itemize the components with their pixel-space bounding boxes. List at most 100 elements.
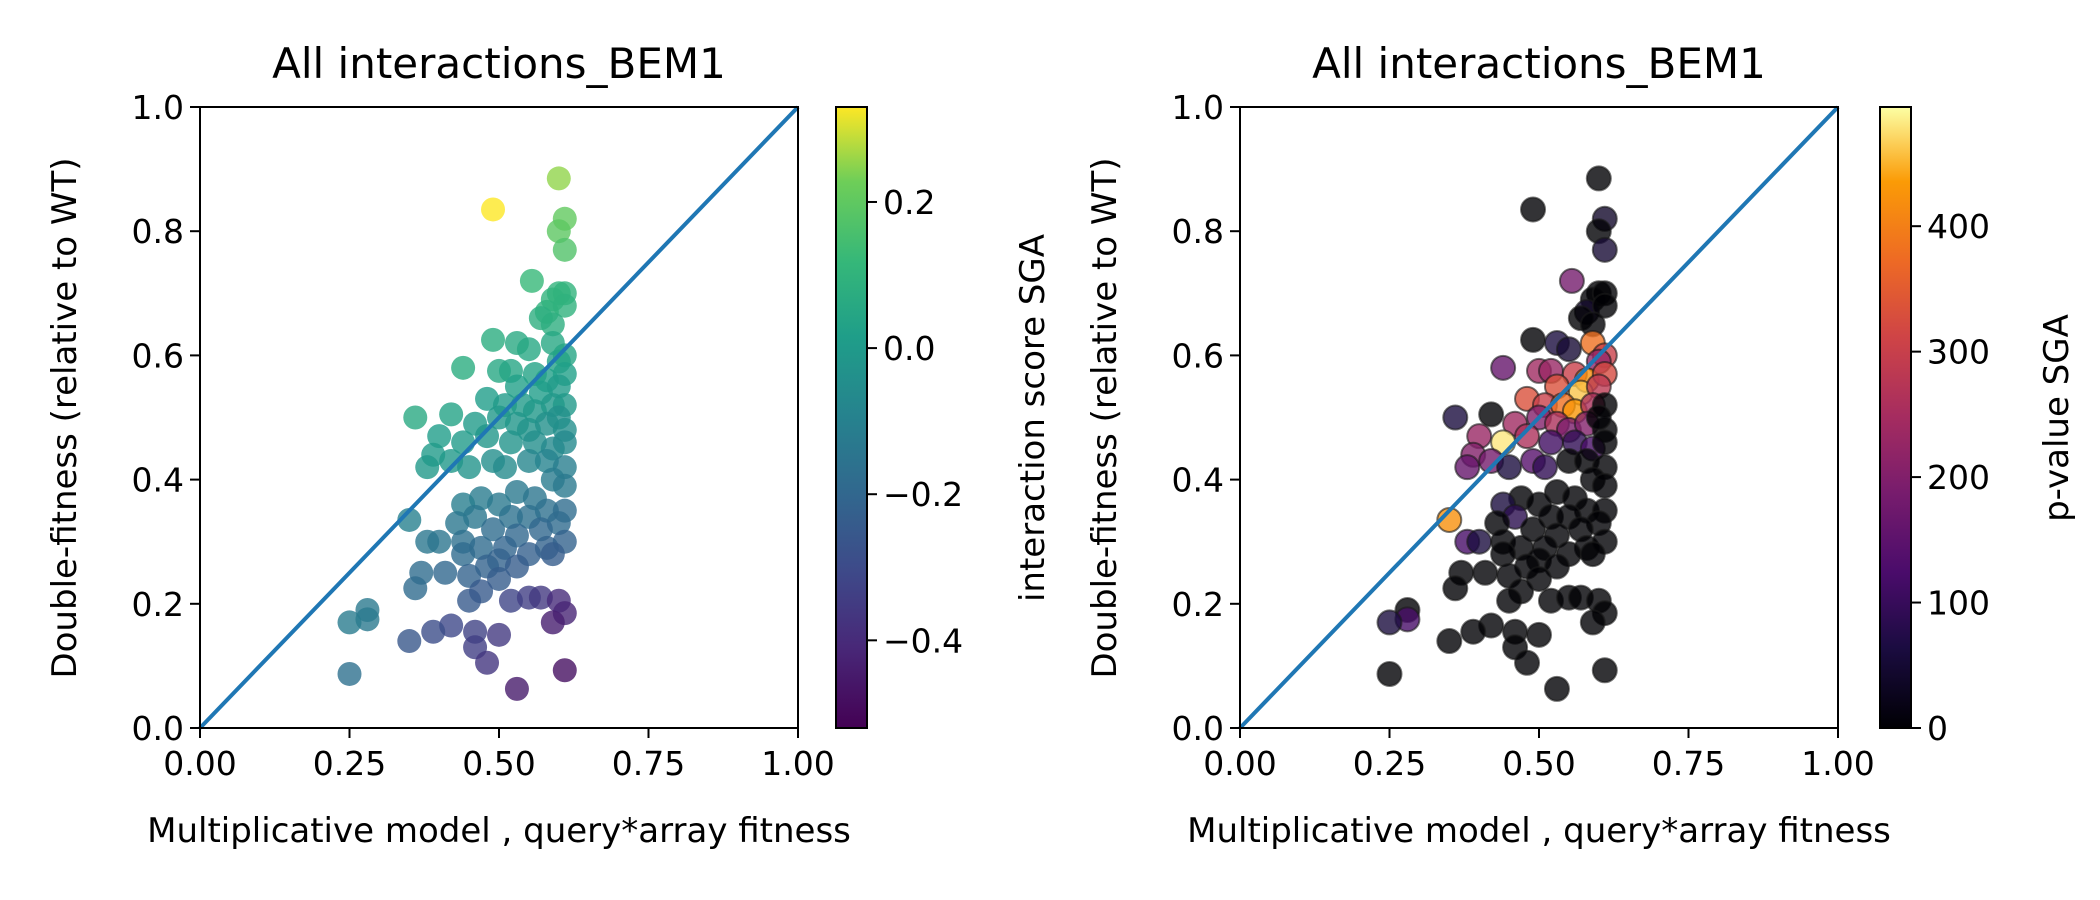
data-point [1591,292,1618,319]
y-tick-label: 1.0 [1172,88,1224,127]
data-point [552,430,577,455]
data-point [451,355,476,380]
left-x-axis-label: Multiplicative model , query*array fitne… [147,811,851,851]
colorbar-tick-label: 400 [1927,207,1990,246]
right-x-ticks: 0.00 0.25 0.50 0.75 1.00 [1203,728,1875,783]
data-point [403,576,428,601]
y-tick-label: 0.0 [1172,709,1224,748]
data-point [337,610,362,635]
data-point [519,268,544,293]
data-point [1558,267,1585,294]
data-point [516,448,541,473]
data-point [546,219,571,244]
y-tick-label: 0.6 [1172,336,1224,375]
data-point [552,293,577,318]
data-point [1454,454,1481,481]
data-point [439,402,464,427]
data-point [492,455,517,480]
data-point [1478,401,1505,428]
left-colorbar-label: interaction score SGA [1013,234,1053,602]
data-point [481,327,506,352]
data-point [1496,454,1523,481]
data-point [516,337,541,362]
left-x-ticks: 0.00 0.25 0.50 0.75 1.00 [163,728,835,783]
y-tick-label: 0.4 [132,461,184,500]
y-tick-label: 0.2 [1172,585,1224,624]
data-point [1591,472,1618,499]
left-colorbar-frame [835,106,868,729]
right-colorbar-gradient [1880,107,1911,728]
data-point [1514,649,1541,676]
data-point [1436,628,1463,655]
left-colorbar-gradient [836,107,867,728]
data-point [1537,429,1564,456]
data-point [540,610,565,635]
data-point [1376,660,1403,687]
x-tick-label: 1.00 [1801,744,1874,783]
data-point [1579,609,1606,636]
left-panel: All interactions_BEM1 0.00 0.25 0.50 0.75 1.… [45,39,1053,851]
right-reference-line [1238,105,1840,730]
right-colorbar: 0 100 200 300 400 p-value SGA [1879,106,2077,748]
y-tick-label: 0.8 [1172,212,1224,251]
colorbar-tick-label: 0.2 [883,183,935,222]
x-tick-label: 0.25 [1353,744,1426,783]
data-point [1579,541,1606,568]
data-point [487,566,511,591]
left-points [337,166,577,701]
right-chart-title: All interactions_BEM1 [1312,39,1766,88]
data-point [498,430,523,455]
data-point [403,405,428,430]
data-point [528,517,553,542]
data-point [1520,516,1547,543]
right-points [1376,165,1618,702]
y-tick-label: 0.0 [132,709,184,748]
data-point [540,312,565,337]
right-colorbar-frame [1879,106,1912,729]
x-tick-label: 0.75 [612,744,685,783]
colorbar-tick-label: 0 [1927,709,1948,748]
data-point [421,619,446,644]
data-point [1591,236,1618,263]
y-tick-label: 0.6 [132,336,184,375]
right-y-axis-label: Double-fitness (relative to WT) [1085,157,1125,678]
data-point [475,424,500,449]
data-point [427,529,452,554]
data-point [498,588,523,613]
data-point [1591,429,1618,456]
data-point [397,629,422,654]
data-point [1442,575,1469,602]
right-x-axis-label: Multiplicative model , query*array fitne… [1187,811,1891,851]
data-point [1520,326,1547,353]
y-tick-label: 0.4 [1172,461,1224,500]
left-reference-line [198,105,800,730]
x-tick-label: 0.50 [1502,744,1575,783]
y-tick-label: 1.0 [132,88,184,127]
data-point [546,374,571,399]
data-point [1543,675,1570,702]
data-point [433,560,458,585]
data-point [1376,609,1403,636]
data-point [1496,587,1523,614]
y-tick-label: 0.8 [132,212,184,251]
x-tick-label: 0.00 [1203,744,1276,783]
data-point [1526,565,1552,592]
data-point [355,607,380,632]
colorbar-tick-label: 200 [1927,458,1990,497]
data-point [504,676,529,701]
left-y-axis-label: Double-fitness (relative to WT) [45,157,85,678]
data-point [1490,541,1517,568]
colorbar-tick-label: −0.4 [883,621,963,660]
right-colorbar-label: p-value SGA [2037,314,2077,522]
data-point [528,585,553,610]
right-colorbar-ticks: 0 100 200 300 400 [1911,207,1990,748]
data-point [540,542,565,567]
data-point [546,405,571,430]
data-point [445,511,470,536]
data-point [457,588,482,613]
left-y-ticks: 0.0 0.2 0.4 0.6 0.8 1.0 [132,88,200,748]
data-point [1543,553,1570,580]
data-point [552,473,577,498]
data-point [1520,196,1547,223]
